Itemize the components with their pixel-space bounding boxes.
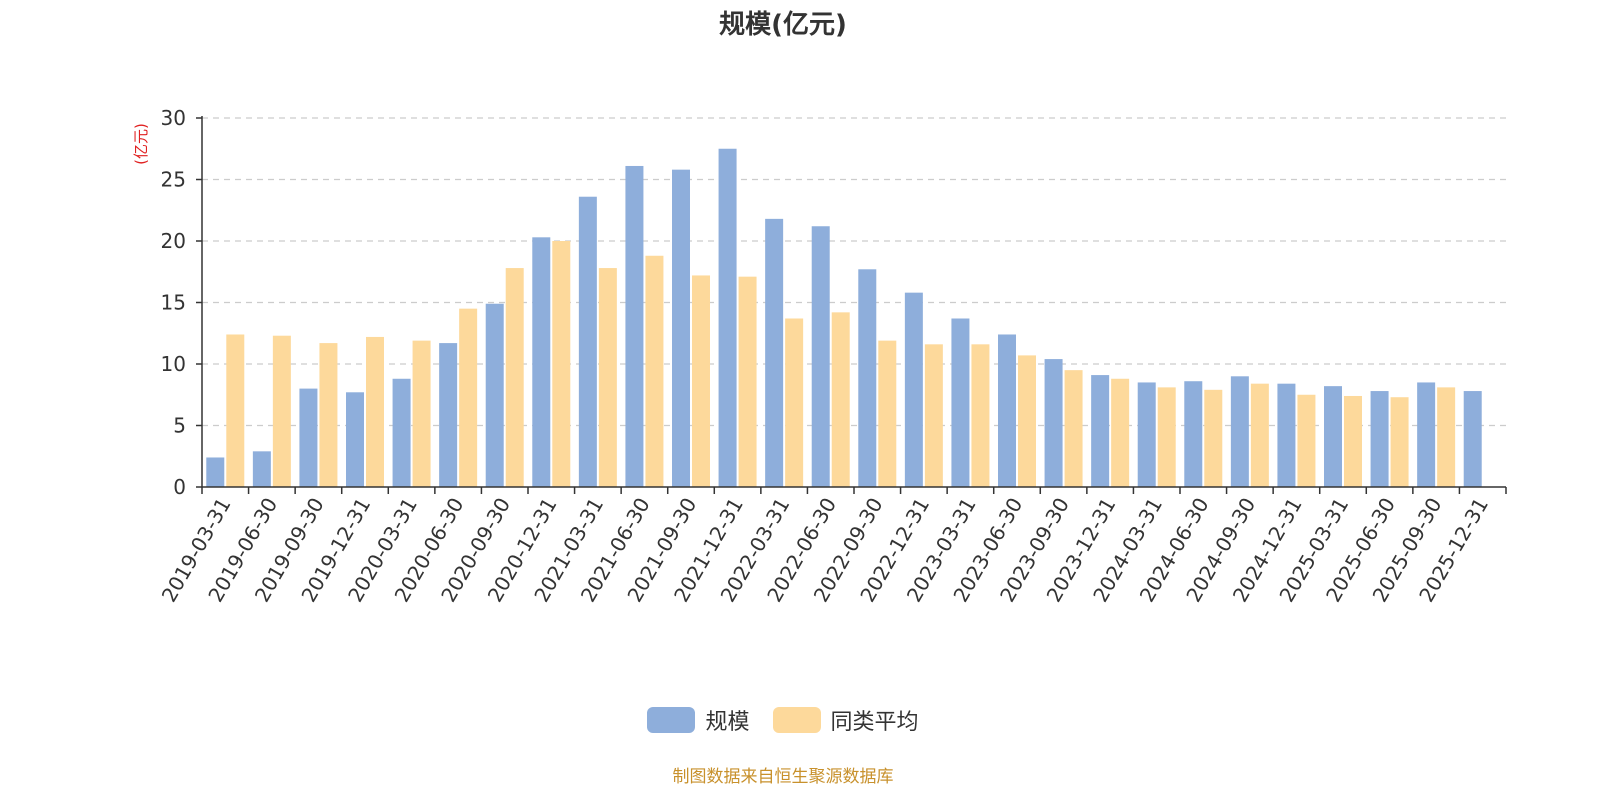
y-tick-label: 0 [173, 475, 186, 499]
legend: 规模 同类平均 [0, 704, 1566, 737]
y-tick-label: 20 [161, 229, 186, 253]
y-tick-label: 25 [161, 168, 186, 192]
bar-peer-average-2022-09-30 [878, 340, 897, 487]
bar-peer-average-2019-06-30 [272, 335, 291, 487]
bar-scale-2021-12-31 [718, 148, 737, 487]
bar-scale-2021-03-31 [578, 196, 597, 487]
bar-peer-average-2020-12-31 [552, 241, 571, 487]
bar-peer-average-2025-06-30 [1390, 397, 1409, 487]
bar-peer-average-2021-12-31 [738, 276, 757, 487]
gridlines [202, 117, 1506, 427]
bar-scale-2023-12-31 [1091, 375, 1110, 487]
axes [196, 116, 1507, 494]
legend-item-peer-average[interactable]: 同类平均 [772, 704, 919, 736]
bar-peer-average-2020-03-31 [412, 340, 431, 487]
bar-scale-2025-09-30 [1417, 382, 1436, 487]
y-tick-label: 15 [161, 291, 186, 315]
bar-peer-average-2019-03-31 [226, 334, 245, 487]
bar-peer-average-2024-06-30 [1204, 389, 1223, 487]
bar-scale-2019-12-31 [346, 392, 364, 487]
bar-peer-average-2020-09-30 [505, 268, 524, 487]
bar-scale-2022-03-31 [765, 218, 784, 488]
bar-scale-2025-06-30 [1370, 391, 1389, 487]
bar-peer-average-2022-12-31 [924, 344, 943, 487]
bar-scale-2019-09-30 [299, 388, 318, 487]
bar-scale-2020-06-30 [439, 343, 458, 487]
bar-peer-average-2024-03-31 [1157, 387, 1176, 487]
bar-peer-average-2025-03-31 [1344, 395, 1362, 487]
bar-scale-2020-12-31 [532, 237, 551, 487]
bar-scale-2023-06-30 [998, 334, 1016, 487]
bar-peer-average-2023-03-31 [971, 344, 990, 487]
bar-scale-2022-12-31 [904, 292, 923, 487]
bar-scale-2022-09-30 [858, 269, 877, 487]
bar-scale-2019-03-31 [206, 457, 225, 487]
bar-peer-average-2022-06-30 [831, 312, 850, 487]
source-note: 制图数据来自恒生聚源数据库 [672, 767, 894, 787]
bar-scale-2024-06-30 [1184, 381, 1203, 487]
y-tick-label: 5 [173, 414, 186, 438]
bar-peer-average-2023-12-31 [1111, 378, 1130, 487]
legend-label-peer-average: 同类平均 [830, 710, 919, 735]
bar-scale-2025-12-31 [1463, 391, 1482, 487]
bar-scale-2025-03-31 [1324, 386, 1342, 487]
bar-scale-2021-09-30 [672, 169, 690, 487]
bar-peer-average-2024-09-30 [1250, 383, 1269, 487]
legend-label-scale: 规模 [705, 710, 750, 735]
bar-peer-average-2024-12-31 [1297, 394, 1316, 487]
bar-peer-average-2021-09-30 [692, 275, 710, 487]
chart-title: 规模(亿元) [719, 10, 847, 40]
bar-scale-2020-09-30 [485, 303, 504, 487]
bar-scale-2019-06-30 [252, 451, 271, 487]
bar-peer-average-2022-03-31 [785, 318, 804, 487]
bar-peer-average-2023-09-30 [1064, 370, 1083, 487]
bar-scale-2024-03-31 [1137, 382, 1156, 487]
bar-peer-average-2020-06-30 [459, 308, 478, 487]
bar-peer-average-2019-12-31 [366, 336, 384, 487]
bar-scale-2024-12-31 [1277, 383, 1296, 487]
bar-scale-2022-06-30 [811, 226, 830, 488]
bar-peer-average-2021-06-30 [645, 255, 664, 487]
bar-scale-2023-09-30 [1044, 359, 1063, 487]
bar-peer-average-2023-06-30 [1018, 355, 1036, 487]
legend-swatch-peer-average [772, 707, 821, 733]
bar-scale-2024-09-30 [1230, 376, 1249, 487]
legend-swatch-scale [647, 707, 696, 733]
y-tick-label: 30 [161, 106, 186, 130]
y-tick-label: 10 [161, 352, 186, 376]
bar-peer-average-2019-09-30 [319, 343, 338, 487]
bars [206, 148, 1482, 488]
bar-peer-average-2021-03-31 [598, 268, 617, 487]
bar-scale-2023-03-31 [951, 318, 970, 487]
bar-scale-2020-03-31 [392, 378, 411, 487]
y-axis-title: (亿元) [132, 123, 150, 165]
legend-item-scale[interactable]: 规模 [647, 704, 749, 736]
bar-scale-2021-06-30 [625, 165, 644, 487]
bar-peer-average-2025-09-30 [1437, 387, 1456, 487]
